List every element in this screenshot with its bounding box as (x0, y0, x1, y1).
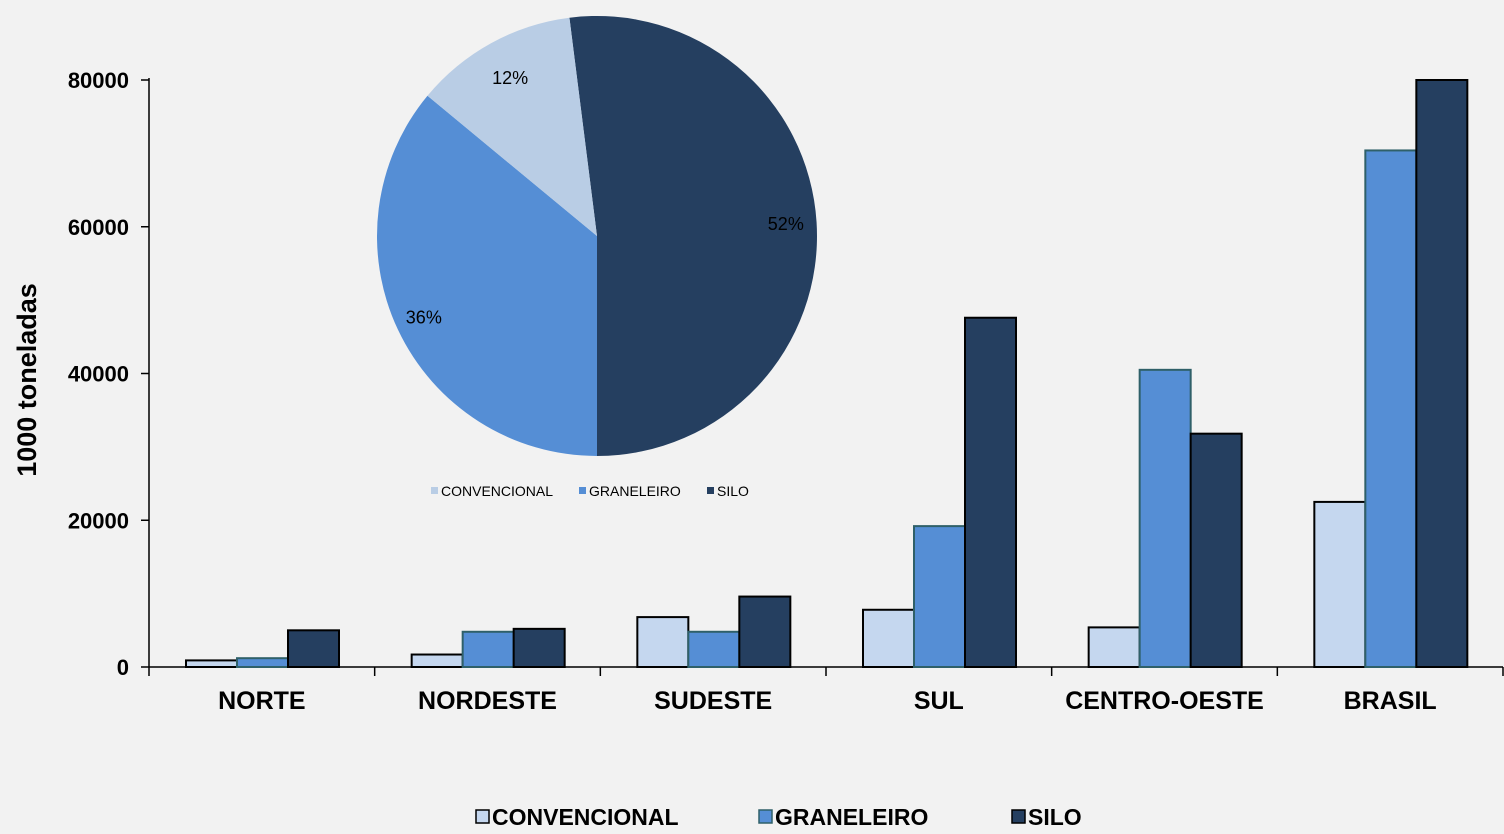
bar-graneleiro-centro-oeste (1138, 368, 1192, 668)
bar-convencional-norte (185, 659, 238, 668)
y-axis-label: 1000 toneladas (12, 283, 42, 477)
pie-legend-label-convencional: CONVENCIONAL (441, 483, 553, 499)
bar-convencional-centro-oeste (1087, 626, 1141, 669)
x-category-label: NORDESTE (418, 687, 557, 715)
pie-label-graneleiro: 36% (406, 307, 442, 327)
legend-label-silo: SILO (1028, 804, 1082, 829)
x-category-label: SUL (914, 687, 964, 715)
bar-convencional-brasil (1313, 500, 1367, 668)
pie-slice-convencional (427, 17, 597, 236)
bar-silo-norte (287, 629, 340, 668)
pie-legend-swatch-convencional (431, 487, 438, 494)
bar-silo-brasil (1415, 79, 1469, 668)
bar-silo-sudeste (738, 595, 792, 668)
pie-legend-label-graneleiro: GRANELEIRO (589, 483, 681, 499)
bar-graneleiro-nordeste (461, 630, 515, 669)
bar-graneleiro-norte (236, 657, 289, 669)
pie-legend-swatch-silo (707, 487, 714, 494)
bar-convencional-sudeste (636, 616, 690, 668)
bar-silo-sul (964, 316, 1017, 668)
bar-graneleiro-brasil (1364, 149, 1418, 668)
x-category-label: CENTRO-OESTE (1065, 687, 1264, 715)
legend-label-convencional: CONVENCIONAL (492, 804, 679, 829)
bar-convencional-nordeste (410, 653, 464, 668)
legend-swatch-graneleiro (758, 809, 773, 824)
bar-chart: 0 20000 40000 60000 80000 1000 toneladas NORTE… (12, 68, 1504, 830)
legend-swatch-silo (1011, 809, 1026, 824)
pie-label-convencional: 12% (492, 68, 528, 88)
pie-slice-silo (569, 16, 817, 457)
x-category-label: SUDESTE (654, 687, 772, 715)
y-tick-label: 40000 (68, 362, 129, 387)
legend-label-graneleiro: GRANELEIRO (775, 804, 928, 829)
x-category-label: BRASIL (1344, 687, 1437, 715)
y-tick-label: 60000 (68, 215, 129, 240)
pie-legend-label-silo: SILO (717, 483, 749, 499)
pie-slice-graneleiro (377, 95, 597, 456)
y-tick-label: 20000 (68, 508, 129, 533)
pie-label-silo: 52% (768, 214, 804, 234)
pie-legend-swatch-graneleiro (579, 487, 586, 494)
bar-silo-centro-oeste (1189, 432, 1243, 669)
bar-convencional-sul (862, 608, 915, 669)
legend-swatch-convencional (475, 809, 490, 824)
bar-graneleiro-sul (913, 525, 966, 668)
pie-chart: 52% 36% 12% CONVENCIONAL GRANELEIRO SILO (377, 16, 817, 499)
x-category-label: NORTE (218, 687, 306, 715)
bar-graneleiro-sudeste (687, 630, 741, 669)
y-tick-label: 0 (117, 655, 129, 680)
bar-silo-nordeste (512, 627, 566, 668)
y-tick-label: 80000 (68, 68, 129, 93)
